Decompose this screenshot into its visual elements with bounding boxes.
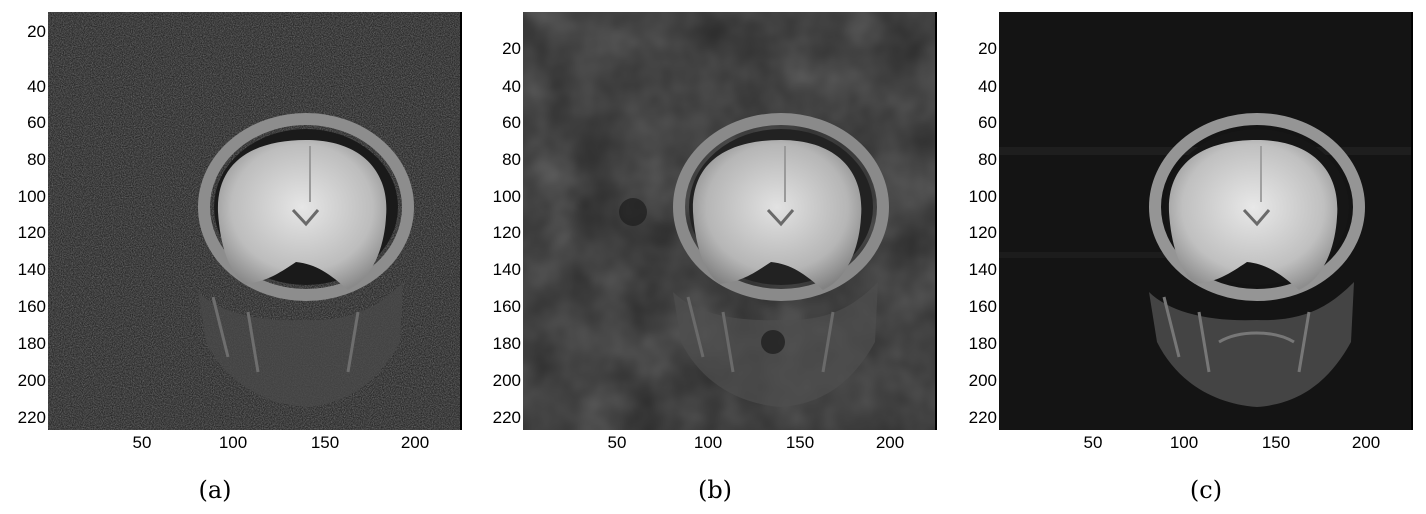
y-tick: 140 xyxy=(17,260,46,279)
panel-b: 20 40 60 80 100 120 140 160 180 200 220 … xyxy=(475,0,950,514)
y-tick: 100 xyxy=(492,187,521,206)
mri-image-c xyxy=(999,12,1413,430)
y-tick: 120 xyxy=(968,223,997,242)
y-tick: 40 xyxy=(27,77,46,96)
y-tick: 100 xyxy=(17,187,46,206)
y-tick: 180 xyxy=(492,334,521,353)
axis-right-edge xyxy=(1411,12,1413,430)
y-tick: 160 xyxy=(492,297,521,316)
y-tick: 220 xyxy=(17,408,46,427)
x-tick: 150 xyxy=(310,433,340,452)
y-tick: 100 xyxy=(968,187,997,206)
mri-slice-c xyxy=(999,12,1413,430)
y-tick: 40 xyxy=(502,77,521,96)
panel-a: 20 40 60 80 100 120 140 160 180 200 220 … xyxy=(0,0,475,514)
y-tick: 120 xyxy=(17,223,46,242)
y-tick: 20 xyxy=(27,22,46,41)
x-tick: 50 xyxy=(607,433,627,452)
y-tick: 220 xyxy=(968,408,997,427)
panel-c: 20 40 60 80 100 120 140 160 180 200 220 … xyxy=(951,0,1426,514)
mri-image-b xyxy=(523,12,937,430)
x-tick: 100 xyxy=(1169,433,1199,452)
y-tick: 60 xyxy=(27,113,46,132)
y-tick: 40 xyxy=(978,77,997,96)
y-tick: 220 xyxy=(492,408,521,427)
y-tick: 180 xyxy=(968,334,997,353)
mri-slice-a xyxy=(48,12,462,430)
x-tick: 50 xyxy=(132,433,152,452)
y-tick: 160 xyxy=(968,297,997,316)
x-tick: 200 xyxy=(1351,433,1381,452)
x-tick: 150 xyxy=(785,433,815,452)
x-tick: 200 xyxy=(400,433,430,452)
mri-image-a xyxy=(48,12,462,430)
y-tick: 180 xyxy=(17,334,46,353)
x-tick: 150 xyxy=(1261,433,1291,452)
mri-slice-b xyxy=(523,12,937,430)
y-tick: 200 xyxy=(492,371,521,390)
y-tick: 140 xyxy=(492,260,521,279)
y-tick: 200 xyxy=(968,371,997,390)
y-tick: 120 xyxy=(492,223,521,242)
y-tick: 140 xyxy=(968,260,997,279)
axis-right-edge xyxy=(460,12,462,430)
y-tick: 20 xyxy=(502,39,521,58)
x-tick: 200 xyxy=(875,433,905,452)
y-tick: 60 xyxy=(978,113,997,132)
axis-right-edge xyxy=(935,12,937,430)
y-tick: 80 xyxy=(27,150,46,169)
caption-a: (a) xyxy=(198,476,232,504)
y-tick: 160 xyxy=(17,297,46,316)
y-tick: 80 xyxy=(502,150,521,169)
caption-b: (b) xyxy=(697,476,733,504)
x-tick: 100 xyxy=(218,433,248,452)
y-tick: 60 xyxy=(502,113,521,132)
x-tick: 100 xyxy=(693,433,723,452)
x-tick: 50 xyxy=(1083,433,1103,452)
y-tick: 200 xyxy=(17,371,46,390)
y-tick: 20 xyxy=(978,39,997,58)
caption-c: (c) xyxy=(1189,476,1223,504)
y-tick: 80 xyxy=(978,150,997,169)
